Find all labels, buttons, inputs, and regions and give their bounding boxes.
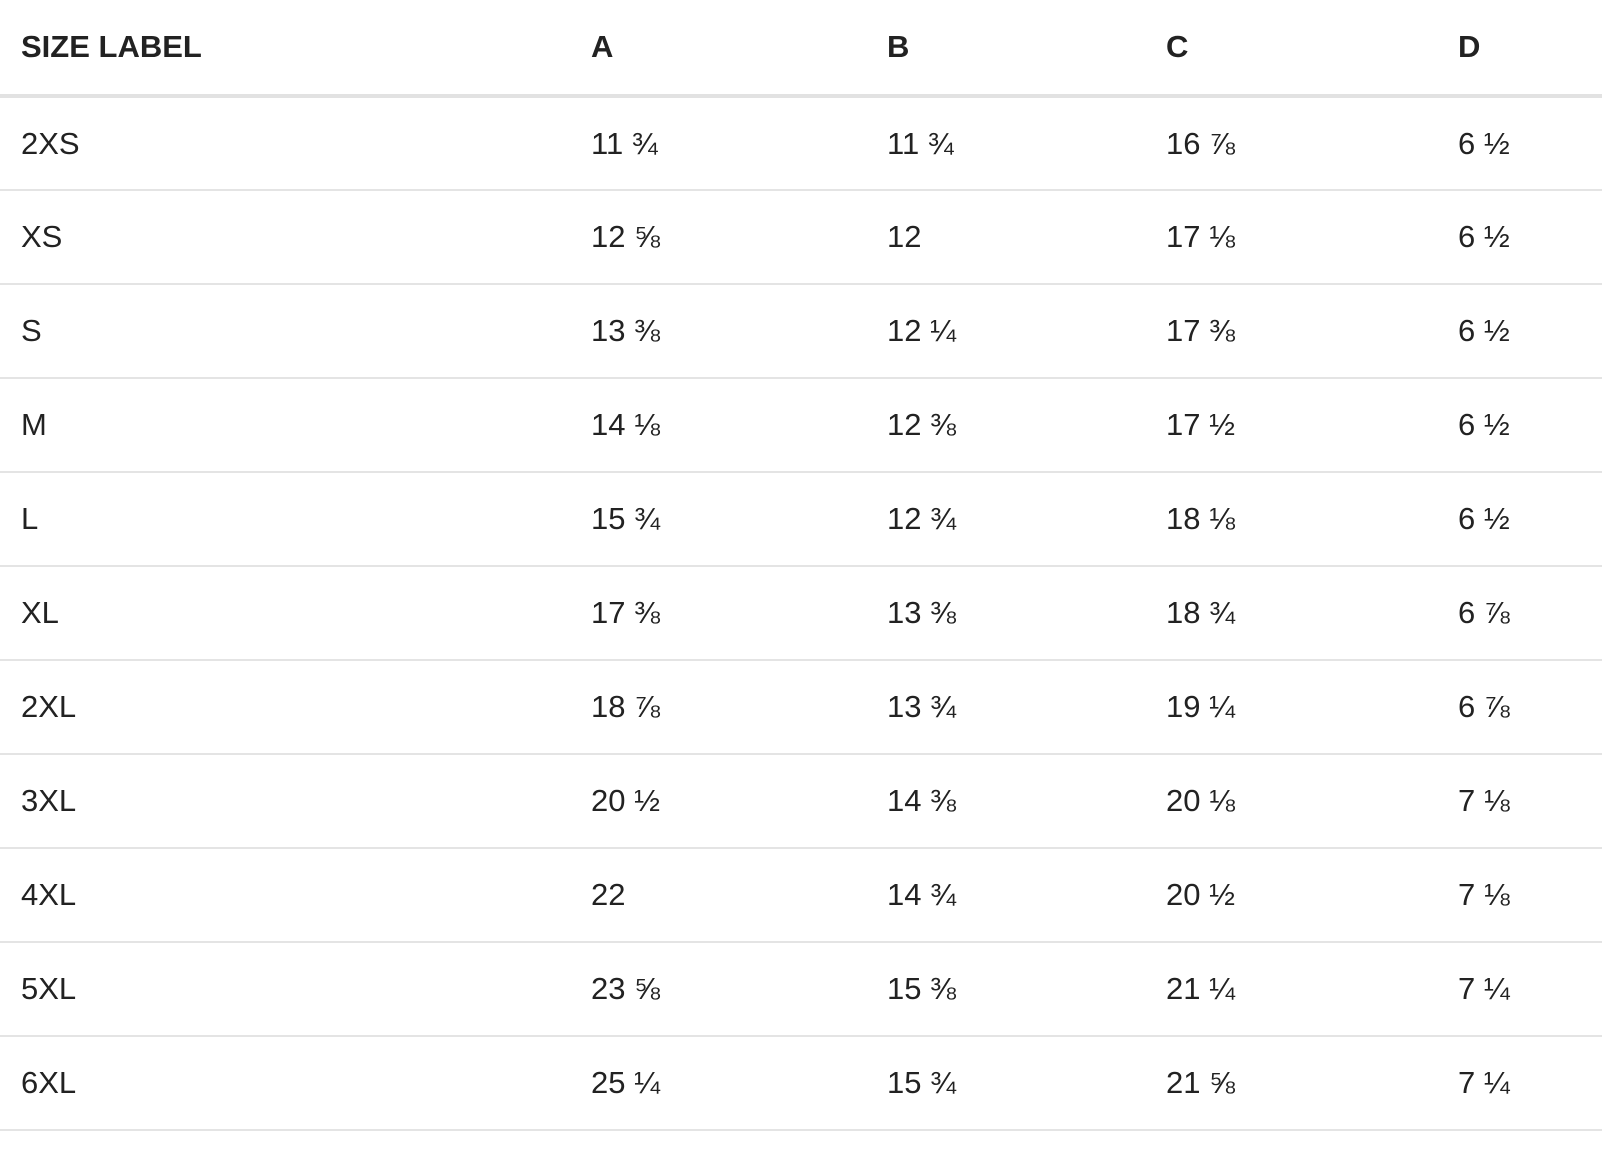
cell-c: 17 ⅛ [1145,190,1437,285]
cell-size-label: 3XL [0,754,570,849]
table-row: M 14 ⅛ 12 ⅜ 17 ½ 6 ½ [0,378,1602,473]
cell-d: 7 ¼ [1437,942,1602,1037]
header-a: A [570,0,866,98]
table-row: 3XL 20 ½ 14 ⅜ 20 ⅛ 7 ⅛ [0,754,1602,849]
cell-a: 13 ⅜ [570,284,866,379]
header-size-label: SIZE LABEL [0,0,570,98]
cell-c: 21 ¼ [1145,942,1437,1037]
cell-d: 6 ⅞ [1437,660,1602,755]
cell-a: 22 [570,848,866,943]
cell-size-label: M [0,378,570,473]
cell-d: 6 ½ [1437,378,1602,473]
cell-size-label: L [0,472,570,567]
cell-size-label: 2XS [0,96,570,191]
cell-a: 14 ⅛ [570,378,866,473]
table-row: XS 12 ⅝ 12 17 ⅛ 6 ½ [0,190,1602,285]
cell-a: 17 ⅜ [570,566,866,661]
cell-a: 23 ⅝ [570,942,866,1037]
cell-c: 18 ⅛ [1145,472,1437,567]
cell-d: 6 ½ [1437,190,1602,285]
cell-c: 17 ½ [1145,378,1437,473]
header-b: B [866,0,1145,98]
cell-a: 18 ⅞ [570,660,866,755]
cell-a: 12 ⅝ [570,190,866,285]
cell-c: 21 ⅝ [1145,1036,1437,1131]
size-chart-table: SIZE LABEL A B C D 2XS 11 ¾ 11 ¾ 16 ⅞ 6 … [0,0,1602,1131]
cell-d: 7 ¼ [1437,1036,1602,1131]
cell-b: 12 [866,190,1145,285]
cell-size-label: S [0,284,570,379]
cell-c: 16 ⅞ [1145,96,1437,191]
table-row: 2XS 11 ¾ 11 ¾ 16 ⅞ 6 ½ [0,96,1602,191]
cell-a: 25 ¼ [570,1036,866,1131]
table-row: 2XL 18 ⅞ 13 ¾ 19 ¼ 6 ⅞ [0,660,1602,755]
table-header: SIZE LABEL A B C D [0,0,1602,98]
cell-b: 15 ⅜ [866,942,1145,1037]
table-row: XL 17 ⅜ 13 ⅜ 18 ¾ 6 ⅞ [0,566,1602,661]
cell-d: 6 ½ [1437,96,1602,191]
header-row: SIZE LABEL A B C D [0,0,1602,98]
cell-size-label: XL [0,566,570,661]
cell-size-label: 4XL [0,848,570,943]
cell-size-label: 5XL [0,942,570,1037]
table-row: 6XL 25 ¼ 15 ¾ 21 ⅝ 7 ¼ [0,1036,1602,1131]
header-d: D [1437,0,1602,98]
table-row: S 13 ⅜ 12 ¼ 17 ⅜ 6 ½ [0,284,1602,379]
table-row: 5XL 23 ⅝ 15 ⅜ 21 ¼ 7 ¼ [0,942,1602,1037]
header-c: C [1145,0,1437,98]
cell-b: 12 ¾ [866,472,1145,567]
cell-b: 12 ¼ [866,284,1145,379]
cell-c: 20 ⅛ [1145,754,1437,849]
cell-a: 20 ½ [570,754,866,849]
table-body: 2XS 11 ¾ 11 ¾ 16 ⅞ 6 ½ XS 12 ⅝ 12 17 ⅛ 6… [0,96,1602,1131]
cell-c: 18 ¾ [1145,566,1437,661]
cell-size-label: XS [0,190,570,285]
cell-a: 15 ¾ [570,472,866,567]
table-row: 4XL 22 14 ¾ 20 ½ 7 ⅛ [0,848,1602,943]
cell-b: 14 ⅜ [866,754,1145,849]
cell-c: 19 ¼ [1145,660,1437,755]
cell-d: 7 ⅛ [1437,848,1602,943]
cell-d: 6 ⅞ [1437,566,1602,661]
cell-b: 13 ⅜ [866,566,1145,661]
cell-b: 15 ¾ [866,1036,1145,1131]
cell-b: 13 ¾ [866,660,1145,755]
cell-c: 17 ⅜ [1145,284,1437,379]
cell-c: 20 ½ [1145,848,1437,943]
cell-d: 6 ½ [1437,284,1602,379]
cell-a: 11 ¾ [570,96,866,191]
cell-d: 6 ½ [1437,472,1602,567]
cell-d: 7 ⅛ [1437,754,1602,849]
cell-b: 11 ¾ [866,96,1145,191]
cell-size-label: 6XL [0,1036,570,1131]
cell-b: 12 ⅜ [866,378,1145,473]
cell-size-label: 2XL [0,660,570,755]
table-row: L 15 ¾ 12 ¾ 18 ⅛ 6 ½ [0,472,1602,567]
cell-b: 14 ¾ [866,848,1145,943]
